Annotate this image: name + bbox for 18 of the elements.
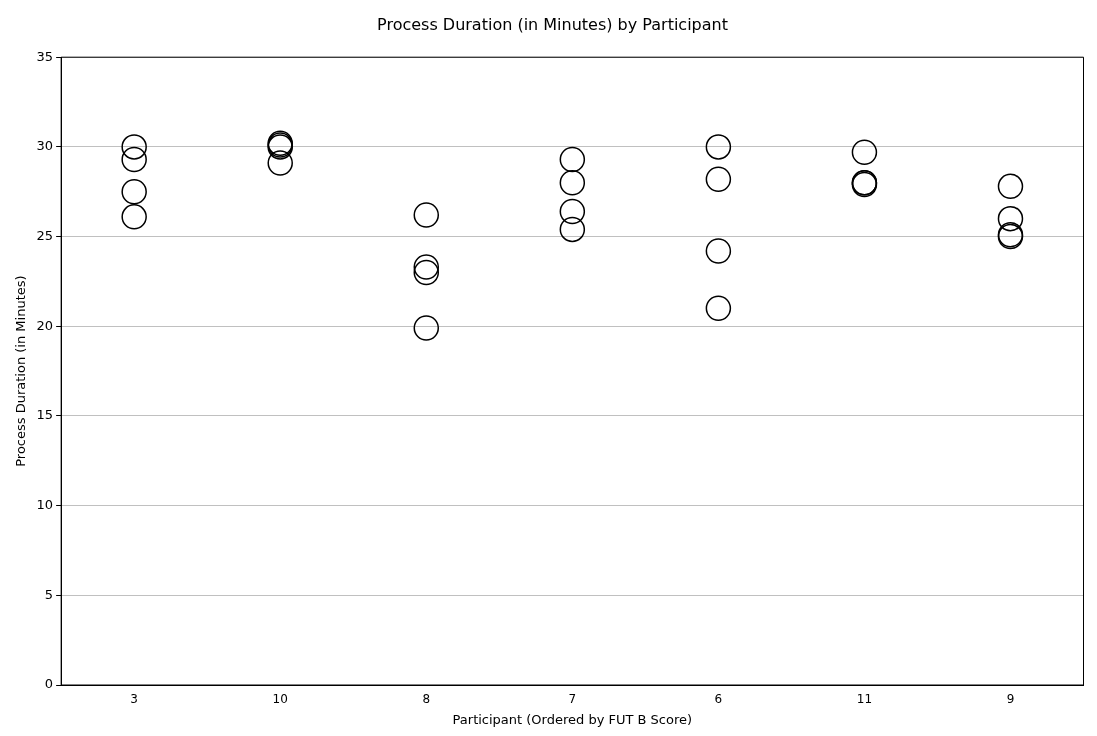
x-axis-title: Participant (Ordered by FUT B Score) <box>452 711 693 727</box>
x-tick-label: 9 <box>1006 692 1015 707</box>
y-tick-label: 10 <box>36 497 54 512</box>
chart-title: Process Duration (in Minutes) by Participant <box>377 14 728 34</box>
y-tick-label: 25 <box>36 227 54 243</box>
y-tick-label: 35 <box>36 48 54 64</box>
x-tick-label: 3 <box>130 692 138 707</box>
y-tick-label: 30 <box>36 138 54 154</box>
y-axis-title: Process Duration (in Minutes) <box>13 275 29 467</box>
y-tick-label: 15 <box>36 407 54 423</box>
x-tick-label: 6 <box>714 692 723 707</box>
y-tick-label: 20 <box>36 317 54 333</box>
y-tick-label: 0 <box>44 676 54 692</box>
x-tick-label: 11 <box>856 692 873 707</box>
y-tick-label: 5 <box>44 586 54 602</box>
x-tick-label: 8 <box>422 692 431 707</box>
x-tick-label: 7 <box>568 692 577 707</box>
x-tick-label: 10 <box>272 692 288 707</box>
